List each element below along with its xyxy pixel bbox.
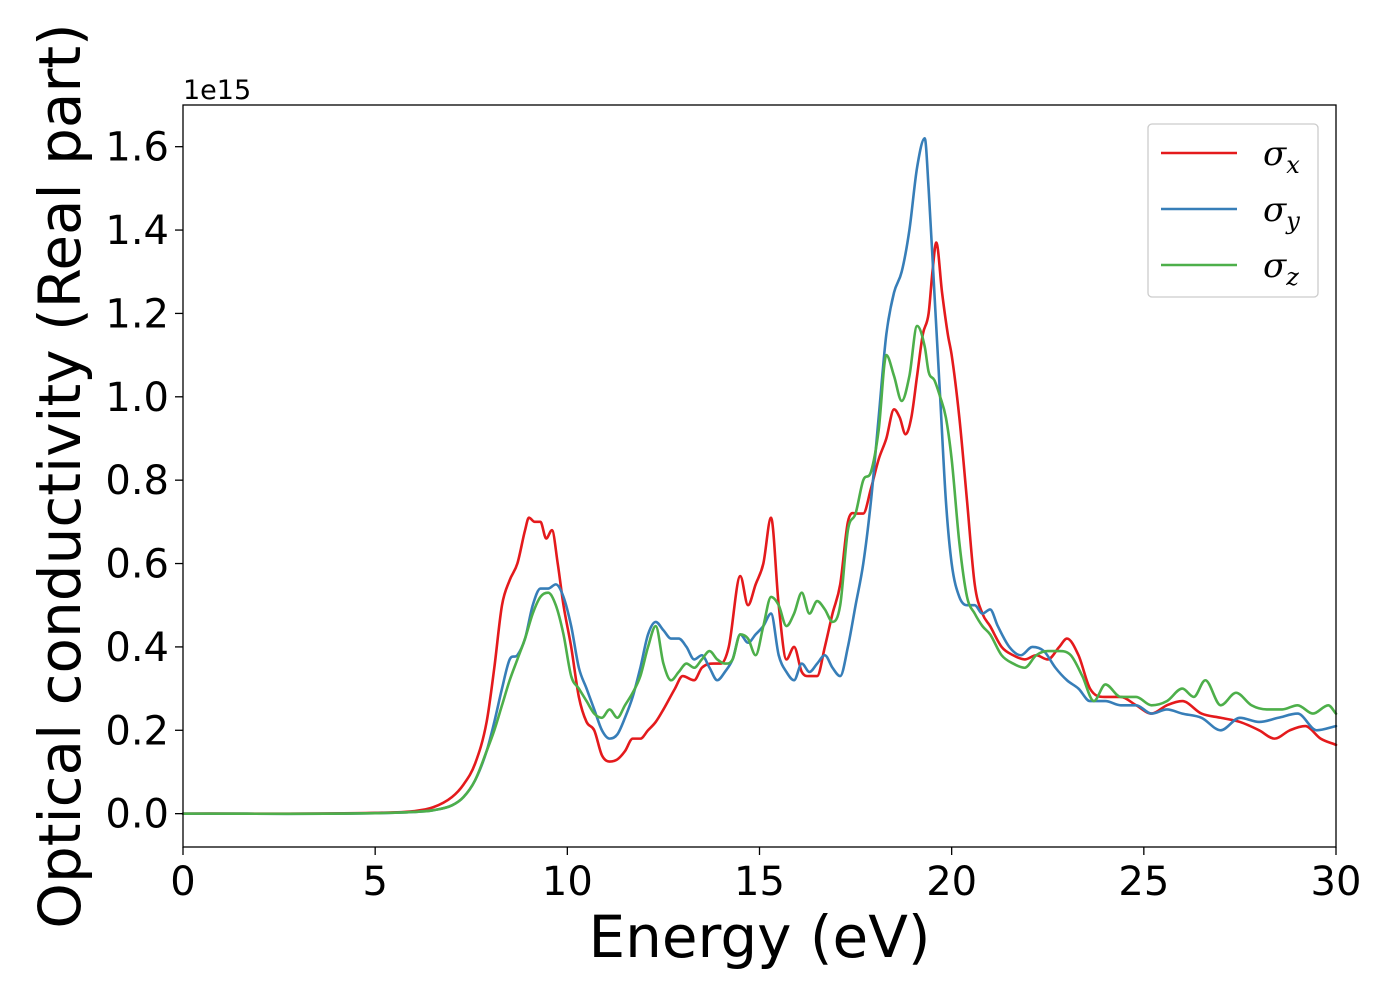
x-tick-label: 30 [1311,859,1362,905]
y-tick-label: 0.8 [105,458,169,504]
y-tick-label: 0.4 [105,625,169,671]
y-tick-label: 0.6 [105,542,169,588]
y-tick-label: 1.4 [105,208,169,254]
series-line-z [181,324,1338,816]
y-axis-title: Optical conductivity (Real part) [26,23,94,928]
y-tick-label: 1.6 [105,125,169,171]
legend-label-x: σx [1263,134,1300,179]
y-tick-label: 0.2 [105,708,169,754]
series-line-x [181,241,1338,816]
x-axis-ticks: 0 5 10 15 20 25 30 [170,847,1361,905]
x-tick-label: 5 [362,859,387,905]
x-tick-label: 0 [170,859,195,905]
series-layer [181,137,1338,816]
x-tick-label: 10 [542,859,593,905]
y-tick-label: 1.2 [105,291,169,337]
x-tick-label: 15 [734,859,785,905]
y-offset-label: 1e15 [183,75,251,106]
x-tick-label: 25 [1118,859,1169,905]
legend-box [1147,123,1319,298]
x-axis-title: Energy (eV) [588,903,930,971]
y-axis-ticks: 0.0 0.2 0.4 0.6 0.8 1.0 1.2 1.4 1.6 [105,125,183,838]
y-tick-label: 1.0 [105,375,169,421]
x-tick-label: 20 [926,859,977,905]
series-line-y [181,137,1338,816]
y-tick-label: 0.0 [105,792,169,838]
